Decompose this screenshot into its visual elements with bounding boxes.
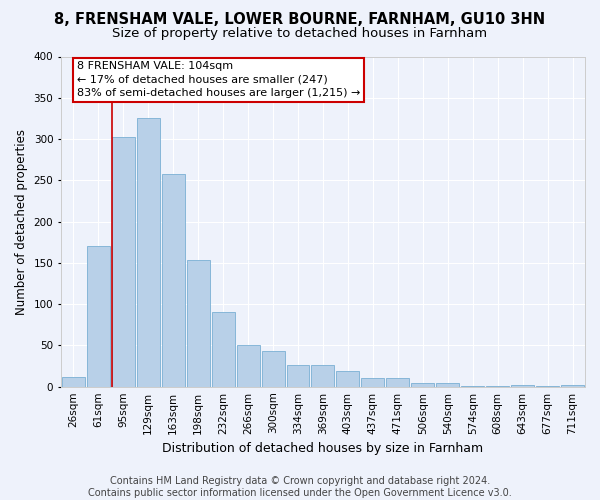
Bar <box>386 378 409 386</box>
Text: 8, FRENSHAM VALE, LOWER BOURNE, FARNHAM, GU10 3HN: 8, FRENSHAM VALE, LOWER BOURNE, FARNHAM,… <box>55 12 545 28</box>
Bar <box>337 371 359 386</box>
Bar <box>361 378 385 386</box>
Bar <box>137 118 160 386</box>
Bar <box>212 312 235 386</box>
Bar <box>412 384 434 386</box>
Bar <box>236 346 260 387</box>
Text: 8 FRENSHAM VALE: 104sqm
← 17% of detached houses are smaller (247)
83% of semi-d: 8 FRENSHAM VALE: 104sqm ← 17% of detache… <box>77 62 360 98</box>
Bar <box>262 351 284 386</box>
Bar <box>287 365 310 386</box>
X-axis label: Distribution of detached houses by size in Farnham: Distribution of detached houses by size … <box>163 442 484 455</box>
Bar <box>62 377 85 386</box>
Bar <box>187 260 209 386</box>
Bar <box>561 385 584 386</box>
Bar <box>87 246 110 386</box>
Text: Size of property relative to detached houses in Farnham: Size of property relative to detached ho… <box>112 28 488 40</box>
Bar <box>436 384 459 386</box>
Bar <box>511 385 534 386</box>
Bar <box>162 174 185 386</box>
Text: Contains HM Land Registry data © Crown copyright and database right 2024.
Contai: Contains HM Land Registry data © Crown c… <box>88 476 512 498</box>
Bar <box>311 365 334 386</box>
Bar <box>112 138 135 386</box>
Y-axis label: Number of detached properties: Number of detached properties <box>15 128 28 314</box>
